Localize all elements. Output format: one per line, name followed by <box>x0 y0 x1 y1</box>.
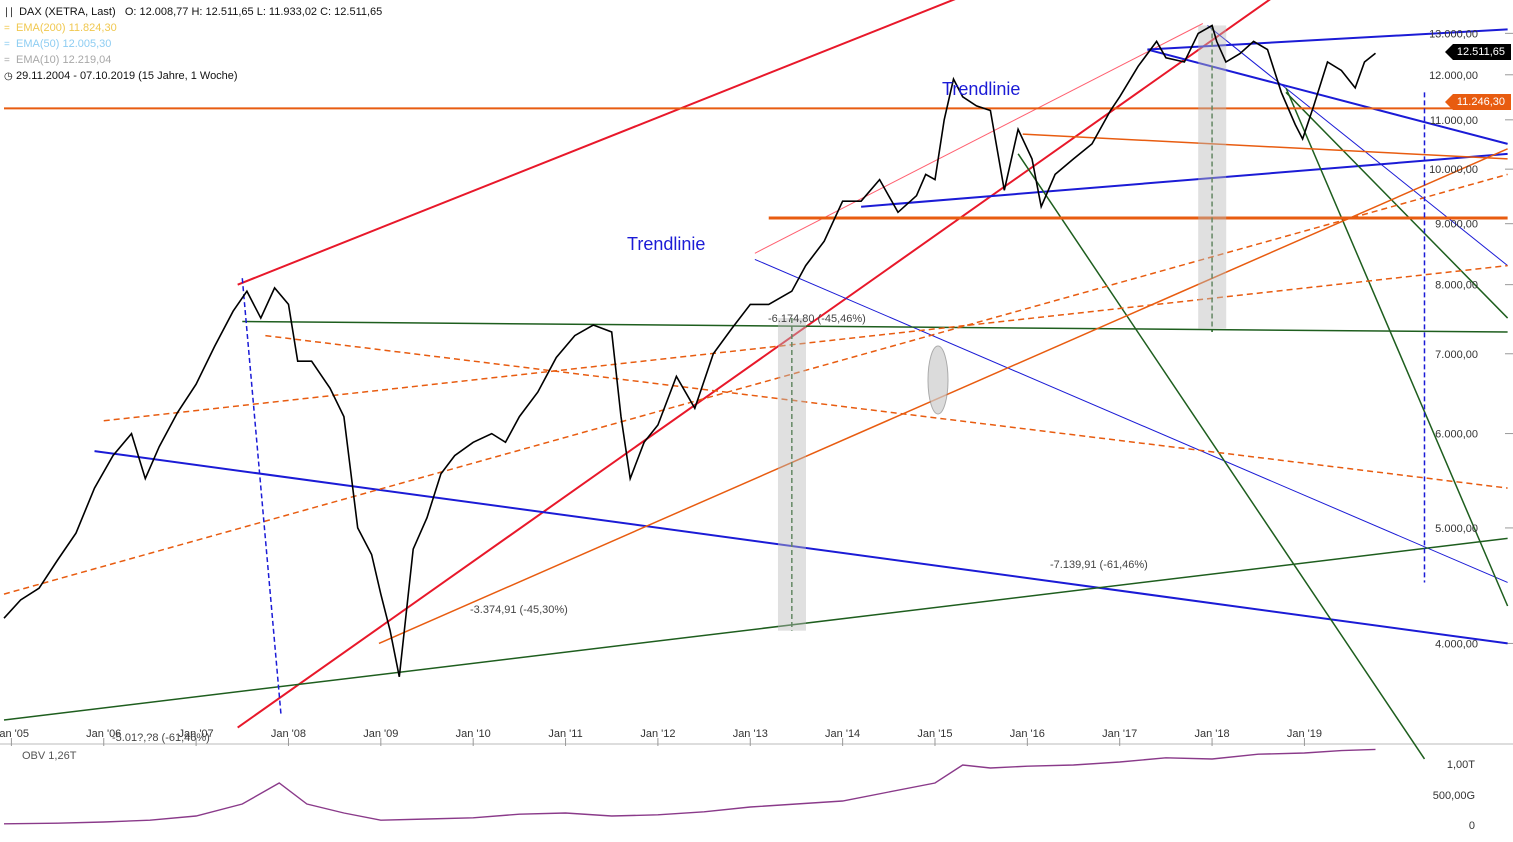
x-tick-label: Jan '11 <box>548 728 582 740</box>
x-tick-label: Jan '14 <box>825 728 860 740</box>
x-tick-label: Jan '06 <box>86 728 121 740</box>
legend-ema50[interactable]: = EMA(50) 12.005,30 <box>4 37 111 52</box>
trendline-blue-mid <box>861 152 1508 208</box>
x-tick-label: Jan '05 <box>0 728 29 740</box>
obv-layer <box>3 748 1376 825</box>
x-tick-label: Jan '12 <box>640 728 675 740</box>
trendline-green-steep2 <box>1285 87 1509 607</box>
legend-ema200[interactable]: = EMA(200) 11.824,30 <box>4 21 117 36</box>
drop-label-2008: -5.01?,?8 (-61,46%) <box>112 732 210 744</box>
x-tick-label: Jan '18 <box>1194 728 1229 740</box>
ema50-label: EMA(50) 12.005,30 <box>16 38 112 50</box>
x-tick-label: Jan '17 <box>1102 728 1137 740</box>
chart-title-row: ∣∣ DAX (XETRA, Last) O: 12.008,77 H: 12.… <box>4 5 382 20</box>
y-tick-label: 6.000,00 <box>1435 429 1478 441</box>
trendline-orange-upper <box>1022 133 1508 160</box>
x-tick-label: Jan '10 <box>456 728 491 740</box>
drop-box-2011 <box>777 318 806 631</box>
trendline-blue-top <box>1147 28 1508 51</box>
intersection-ellipse <box>927 345 949 415</box>
x-tick-label: Jan '08 <box>271 728 306 740</box>
x-tick-label: Jan '19 <box>1287 728 1322 740</box>
legend-ema10[interactable]: = EMA(10) 12.219,04 <box>4 53 111 68</box>
trendline-blue-thin2 <box>1207 25 1508 266</box>
price-series-layer <box>3 24 1376 677</box>
date-range: 29.11.2004 - 07.10.2019 (15 Jahre, 1 Woc… <box>16 70 238 82</box>
ohlc-values: O: 12.008,77 H: 12.511,65 L: 11.933,02 C… <box>124 6 383 18</box>
y-tick-label: 4.000,00 <box>1435 638 1478 650</box>
x-tick-label: Jan '15 <box>917 728 952 740</box>
drop-label-2018: -6.174,80 (-45,46%) <box>768 313 866 325</box>
obv-tick-500g: 500,00G <box>1433 790 1475 802</box>
axis-labels-layer: 4.000,00 5.000,00 6.000,00 7.000,00 8.000,00… <box>0 28 1478 740</box>
ema200-label: EMA(200) 11.824,30 <box>16 22 117 34</box>
ema50-icon: = <box>4 39 10 50</box>
trendline-blue-down <box>1147 48 1508 145</box>
chart-title: DAX (XETRA, Last) <box>19 6 116 18</box>
trendline-green-steep <box>1017 153 1426 760</box>
trendline-green-flat <box>242 320 1508 333</box>
drop-label-2011: -3.374,91 (-45,30%) <box>470 604 568 616</box>
trendline-green-floor <box>3 537 1508 721</box>
obv-tick-0: 0 <box>1469 820 1475 832</box>
x-tick-label: Jan '13 <box>733 728 768 740</box>
y-tick-label: 13.000,00 <box>1429 28 1478 40</box>
obv-line <box>3 748 1376 825</box>
last-price-value: 12.511,65 <box>1456 46 1505 58</box>
trendline-orange-dash2 <box>103 264 1508 422</box>
candlestick-icon: ∣∣ <box>4 7 14 18</box>
trendlines-layer <box>3 0 1509 760</box>
ema200-icon: = <box>4 23 10 34</box>
y-tick-label: 12.000,00 <box>1429 70 1478 82</box>
x-tick-label: Jan '16 <box>1010 728 1045 740</box>
ema10-label: EMA(10) 12.219,04 <box>16 54 112 66</box>
trendline-label-upper: Trendlinie <box>942 79 1020 99</box>
date-range-row: ◷ 29.11.2004 - 07.10.2019 (15 Jahre, 1 Wo… <box>4 69 238 84</box>
trendline-green-mid <box>1285 91 1509 319</box>
drop-box-2018 <box>1198 25 1227 329</box>
grid-layer <box>0 32 1513 746</box>
y-tick-label: 10.000,00 <box>1429 164 1478 176</box>
y-tick-label: 5.000,00 <box>1435 523 1478 535</box>
ema10-icon: = <box>4 55 10 66</box>
obv-tick-1t: 1,00T <box>1447 759 1475 771</box>
clock-icon: ◷ <box>4 71 13 82</box>
trendline-red-upper <box>237 0 956 286</box>
level-price-value: 11.246,30 <box>1456 96 1505 108</box>
last-price-tag: 12.511,65 <box>1444 44 1511 60</box>
y-tick-label: 8.000,00 <box>1435 280 1478 292</box>
y-tick-label: 9.000,00 <box>1435 219 1478 231</box>
trendline-blue-long <box>94 450 1508 645</box>
obv-label: OBV 1,26T <box>22 750 77 762</box>
y-tick-label: 7.000,00 <box>1435 349 1478 361</box>
trendline-red-thin <box>754 23 1204 254</box>
level-price-tag: 11.246,30 <box>1444 94 1511 110</box>
trendline-orange-dash3 <box>265 334 1508 489</box>
x-tick-label: Jan '09 <box>363 728 398 740</box>
trendline-label-lower: Trendlinie <box>627 234 705 254</box>
x-tick-label: Jan '07 <box>179 728 214 740</box>
trendline-blue-thin <box>754 258 1508 583</box>
dax-price-line <box>3 24 1376 677</box>
drop-arrow-2008 <box>241 278 282 716</box>
drop-label-target: -7.139,91 (-61,46%) <box>1050 559 1148 571</box>
y-tick-label: 11.000,00 <box>1430 115 1478 127</box>
trendline-orange-dash1 <box>3 173 1508 595</box>
